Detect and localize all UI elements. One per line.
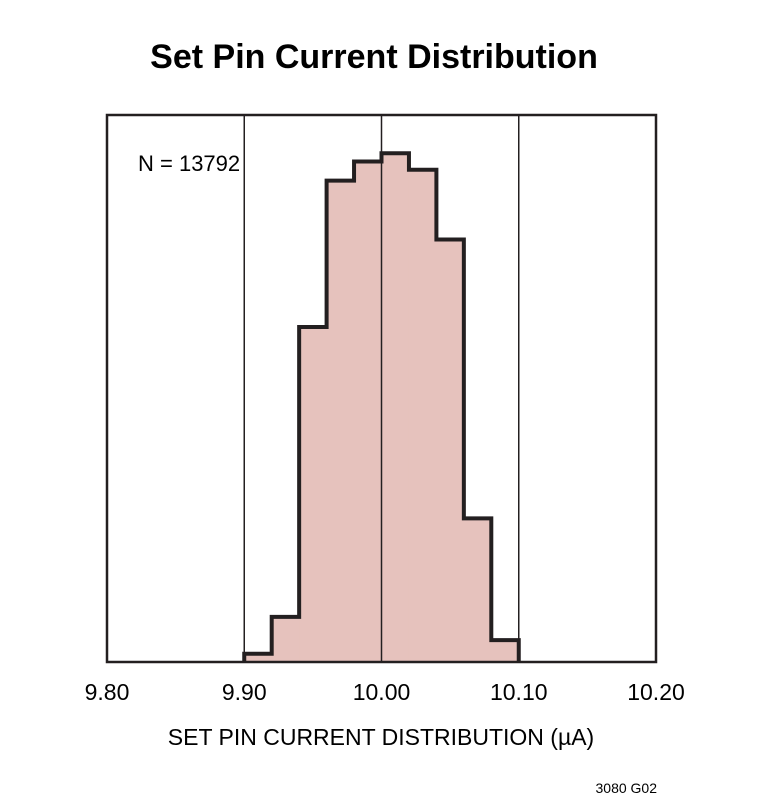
figure-id: 3080 G02 bbox=[596, 780, 658, 796]
histogram-bar bbox=[408, 169, 437, 662]
histogram-bar bbox=[463, 518, 492, 662]
x-tick-label: 10.00 bbox=[353, 679, 411, 705]
histogram-bar bbox=[354, 161, 382, 662]
histogram-bar bbox=[244, 653, 273, 662]
x-axis-label: SET PIN CURRENT DISTRIBUTION (µA) bbox=[168, 724, 594, 750]
chart-title: Set Pin Current Distribution bbox=[150, 38, 598, 76]
grid-lines bbox=[243, 115, 520, 662]
histogram-bar bbox=[491, 640, 520, 662]
sample-count-annotation: N = 13792 bbox=[138, 151, 240, 176]
x-tick-labels: 9.80 9.90 10.00 10.10 10.20 bbox=[85, 679, 685, 705]
histogram-bar bbox=[271, 616, 300, 662]
histogram-bars bbox=[242, 151, 521, 663]
x-tick-label: 9.90 bbox=[222, 679, 267, 705]
histogram-bar bbox=[326, 180, 355, 662]
plot-frame bbox=[105, 113, 658, 664]
x-tick-label: 10.20 bbox=[627, 679, 685, 705]
x-tick-label: 10.10 bbox=[490, 679, 548, 705]
histogram-bar bbox=[436, 239, 465, 662]
x-tick-label: 9.80 bbox=[85, 679, 130, 705]
histogram-bar bbox=[299, 326, 328, 662]
histogram-bar bbox=[381, 153, 410, 663]
